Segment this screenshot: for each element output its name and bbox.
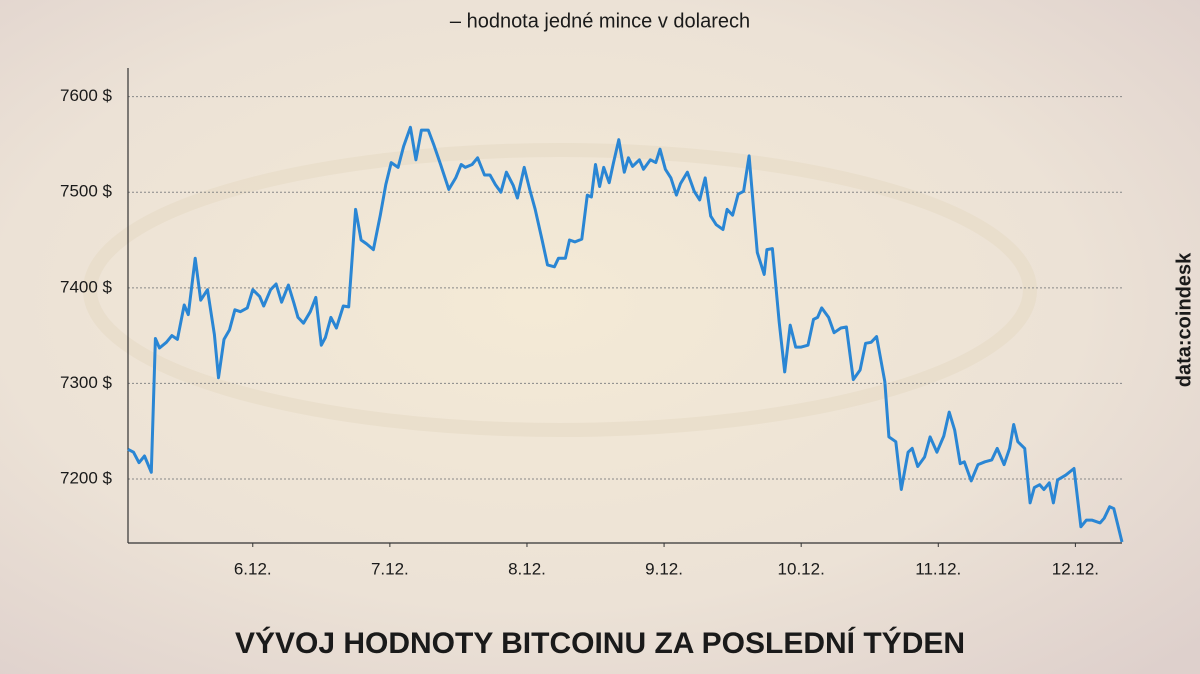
x-tick-label: 6.12. [234,559,272,578]
x-tick-label: 8.12. [508,559,546,578]
x-tick-label: 10.12. [778,559,825,578]
x-tick-label: 7.12. [371,559,409,578]
y-tick-label: 7200 $ [60,468,113,487]
chart-title: VÝVOJ HODNOTY BITCOINU ZA POSLEDNÍ TÝDEN [235,626,965,660]
coin-decor [83,143,1037,437]
y-tick-label: 7300 $ [60,373,113,392]
y-tick-label: 7500 $ [60,182,113,201]
source: data:coindesk [1173,252,1195,387]
x-tick-label: 11.12. [915,559,961,578]
x-tick-label: 12.12. [1052,559,1099,578]
y-tick-label: 7600 $ [60,86,113,105]
price-line [127,125,1124,543]
plot-area: 7200 $ 7300 $ 7400 $ 7500 $ 7600 $ 6.12. 7.12.… [60,68,1124,578]
y-tick-label: 7400 $ [60,277,113,296]
x-tick-label: 9.12. [645,559,683,578]
subtitle: – hodnota jedné mince v dolarech [450,10,750,32]
